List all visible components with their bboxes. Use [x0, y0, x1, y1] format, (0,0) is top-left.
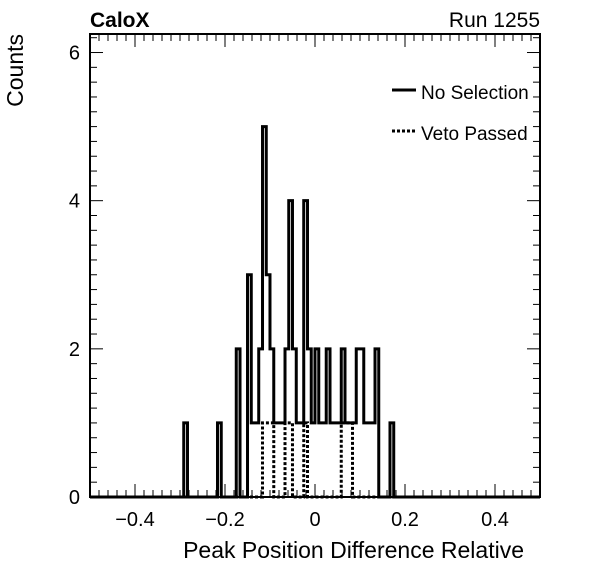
- y-tick-label: 0: [69, 487, 80, 509]
- y-tick-label: 4: [69, 191, 80, 213]
- x-tick-label: 0.4: [481, 509, 509, 531]
- axis-ticks: [89, 34, 541, 498]
- legend-label-veto-passed: Veto Passed: [421, 124, 528, 145]
- legend: No Selection Veto Passed: [392, 83, 529, 145]
- y-axis-label: Counts: [2, 34, 28, 107]
- histogram-veto-passed-outline: [90, 421, 540, 499]
- x-tick-label: −0.2: [205, 509, 244, 531]
- experiment-label: CaloX: [90, 9, 150, 32]
- x-axis-label: Peak Position Difference Relative: [183, 537, 524, 563]
- legend-label-no-selection: No Selection: [421, 83, 529, 104]
- x-tick-label: −0.4: [115, 509, 154, 531]
- y-tick-label: 6: [69, 43, 80, 65]
- tick-labels: −0.4 −0.2 0 0.2 0.4 0 2 4 6: [69, 43, 509, 531]
- histogram-no-selection-outline: [90, 125, 540, 499]
- y-tick-label: 2: [69, 339, 80, 361]
- run-label: Run 1255: [449, 9, 540, 32]
- x-tick-label: 0: [309, 509, 320, 531]
- histogram-layer: [90, 125, 540, 499]
- x-tick-label: 0.2: [391, 509, 419, 531]
